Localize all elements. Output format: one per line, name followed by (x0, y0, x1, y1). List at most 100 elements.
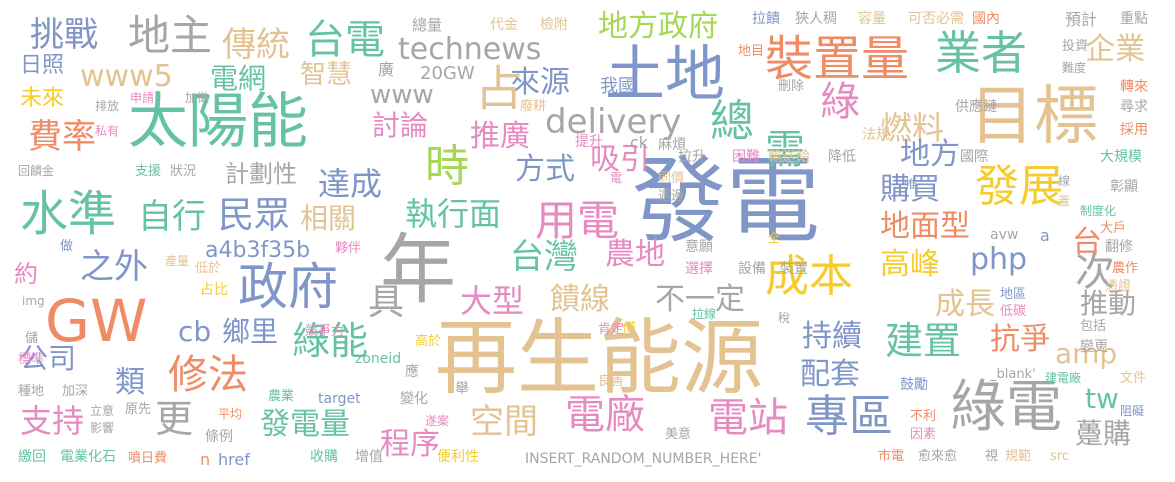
word-invest: 投資 (1062, 39, 1089, 54)
word-target-html: target (318, 391, 361, 407)
word-assist: 支援 (135, 164, 162, 179)
word-dense-population: 狹人稠 (795, 11, 837, 27)
word-spray-fee: 噴日費 (128, 451, 168, 466)
word-ordinance: 條例 (205, 429, 233, 445)
word-raise-hand: 舉 (455, 381, 469, 397)
word-variation: 變化 (400, 391, 428, 407)
word-development: 發展 (975, 161, 1063, 212)
word-green-1: 綠 (820, 79, 860, 125)
word-factor: 因素 (910, 427, 937, 442)
word-attract: 吸引 (590, 142, 650, 177)
word-electric: 電 (610, 171, 623, 185)
word-execution: 執行面 (405, 195, 502, 233)
word-partner: 夥伴 (335, 241, 362, 256)
word-time: 時 (425, 141, 469, 192)
word-output: 產量 (165, 254, 190, 268)
word-power-generation: 發電 (632, 147, 821, 256)
word-ck: ck (630, 133, 649, 152)
word-insert-random-number: INSERT_RANDOM_NUMBER_HERE' (525, 451, 762, 467)
word-zone: 專區 (805, 391, 893, 442)
word-tax: 稅 (778, 311, 791, 325)
word-pull-feeder: 拉饋 (752, 11, 780, 27)
word-government: 政府 (238, 258, 338, 316)
word-manifest: 彰顯 (1110, 179, 1138, 195)
word-build-plant: 建電廠 (1045, 371, 1082, 385)
word-renovate: 翻修 (1105, 239, 1133, 255)
word-farmland: 農地 (605, 237, 665, 272)
word-amend-law: 修法 (168, 352, 248, 398)
word-land-category: 地目 (738, 44, 765, 59)
word-generation-amount: 發電量 (260, 407, 350, 442)
word-supply-chain: 供應鏈 (955, 99, 997, 115)
word-domestic: 國內 (972, 11, 1000, 27)
word-feedback-fund: 回饋金 (18, 164, 55, 178)
word-device: 裝置 (780, 261, 808, 277)
word-target: 目標 (970, 80, 1098, 154)
word-large-scale-2: 大規模 (1100, 149, 1142, 165)
word-ground-mounted: 地面型 (880, 209, 970, 244)
word-planned: 計劃性 (225, 160, 297, 188)
word-future: 未來 (20, 86, 65, 111)
word-grid-power: 市電 (878, 449, 905, 464)
word-n: n (200, 450, 211, 469)
word-low-carbon: 低碳 (1000, 304, 1027, 319)
word-purchase: 購買 (880, 172, 940, 207)
word-view: 視 (985, 449, 999, 464)
word-increasingly: 愈來愈 (918, 449, 958, 464)
word-continue: 持續 (802, 319, 862, 354)
word-intent: 立意 (90, 404, 115, 418)
word-wide: 廣 (378, 60, 395, 79)
word-should: 應 (405, 364, 419, 380)
word-img: img (22, 294, 45, 308)
word-blank: _blank' (990, 367, 1036, 382)
word-total-amount: 總量 (412, 16, 443, 34)
word-large-scale: 大型 (460, 282, 525, 320)
word-agriculture: 農業 (268, 389, 295, 404)
word-higher-than: 高於 (415, 334, 442, 349)
word-power-plant: 電廠 (565, 392, 645, 438)
word-big-user: 大戶 (1100, 221, 1127, 236)
word-apply: 申請 (130, 91, 155, 105)
word-region: 地區 (1000, 287, 1027, 302)
word-regulation: 法規 (862, 127, 890, 143)
word-level: 水準 (20, 186, 117, 242)
word-volume: 容量 (858, 11, 886, 27)
word-same-price: 同價 (658, 171, 685, 186)
word-pull-line: 拉線 (692, 307, 717, 321)
word-return: 繳回 (18, 449, 46, 465)
word-only: 惟 (905, 177, 918, 191)
word-fallow: 廢耕 (520, 99, 547, 114)
word-lower-than: 低於 (195, 261, 222, 276)
word-deepen: 加深 (62, 384, 89, 399)
word-difficulty-2: 困難 (732, 149, 760, 165)
word-public: 民眾 (218, 195, 291, 236)
word-promote: 推廣 (470, 119, 530, 154)
word-key-point: 重點 (1120, 11, 1148, 27)
word-not-necessarily: 不一定 (655, 282, 745, 317)
word-local-government: 地方政府 (598, 9, 718, 44)
word-necessity: 可否必需 (908, 11, 964, 27)
word-unfavorable: 不利 (910, 409, 937, 424)
word-include: 包括 (1080, 319, 1107, 334)
word-cost: 成本 (765, 251, 853, 302)
word-international: 國際 (960, 149, 988, 165)
word-hash: a4b3f35b (205, 238, 311, 263)
word-tai: 台 (1072, 225, 1102, 260)
word-www: www (370, 80, 434, 110)
word-procedure: 程序 (380, 427, 440, 462)
word-source: 來源 (510, 65, 570, 100)
word-taiwan: 台灣 (510, 237, 578, 277)
word-electricity-use: 用電 (535, 196, 620, 245)
word-raise: 拉升 (678, 149, 706, 165)
word-tw: tw (1085, 382, 1119, 415)
word-zoneid: zoneid (355, 351, 402, 367)
word-good: 良善 (598, 374, 625, 389)
word-php: php (970, 242, 1028, 277)
word-standard: 標準 (18, 352, 45, 367)
word-willingness: 意願 (685, 239, 713, 255)
word-store: 儲 (25, 331, 39, 346)
word-build: 建置 (885, 319, 962, 363)
word-renewable-energy: 再生能源 (435, 311, 764, 406)
word-equipment: 設備 (738, 261, 766, 277)
